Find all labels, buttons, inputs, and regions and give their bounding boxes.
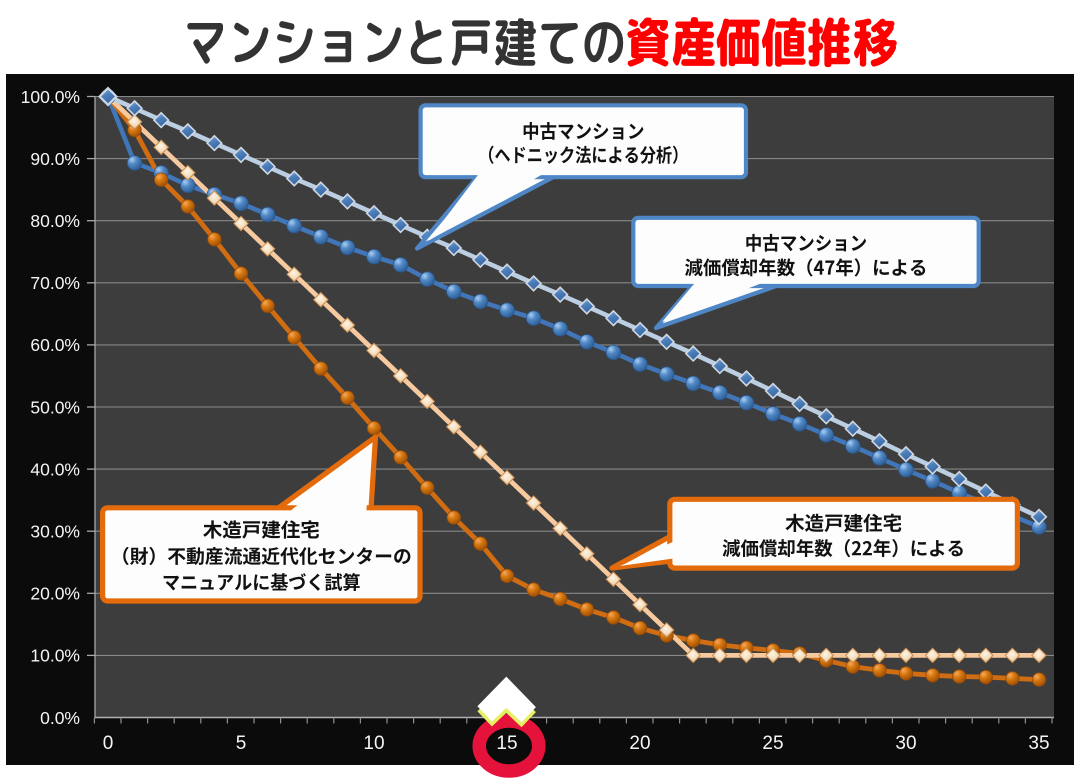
svg-text:60.0%: 60.0% (30, 335, 80, 355)
svg-text:40.0%: 40.0% (30, 459, 80, 479)
svg-text:90.0%: 90.0% (30, 149, 80, 169)
svg-text:30.0%: 30.0% (30, 522, 80, 542)
svg-text:20.0%: 20.0% (30, 584, 80, 604)
svg-text:0.0%: 0.0% (40, 708, 80, 728)
svg-text:30: 30 (895, 733, 916, 754)
svg-text:5: 5 (236, 733, 247, 754)
svg-text:50.0%: 50.0% (30, 397, 80, 417)
svg-text:35: 35 (1028, 733, 1049, 754)
svg-text:10: 10 (363, 733, 384, 754)
svg-text:25: 25 (762, 733, 783, 754)
svg-text:80.0%: 80.0% (30, 211, 80, 231)
svg-text:70.0%: 70.0% (30, 273, 80, 293)
svg-text:20: 20 (629, 733, 650, 754)
svg-text:10.0%: 10.0% (30, 646, 80, 666)
svg-text:100.0%: 100.0% (21, 87, 80, 107)
svg-text:15: 15 (496, 733, 517, 754)
svg-text:0: 0 (103, 733, 114, 754)
